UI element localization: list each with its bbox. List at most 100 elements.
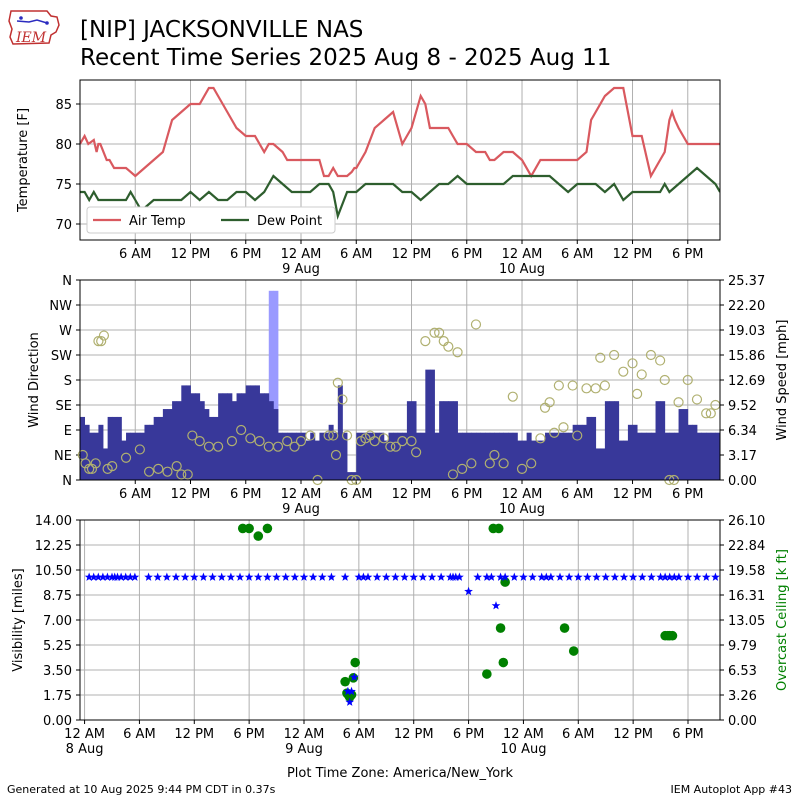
wind-speed-bar [609, 401, 615, 480]
wind-speed-bar [669, 432, 675, 480]
wind-direction-point [572, 430, 583, 441]
visibility-point [359, 572, 368, 581]
wind-x-tick-label: 12 PM [171, 487, 211, 502]
wind-direction-point [701, 408, 712, 419]
wind-dir-tick-label: N [62, 474, 72, 489]
wind-direction-point [636, 369, 647, 380]
gust-bar [268, 290, 274, 480]
wind-direction-point [627, 358, 638, 369]
wind-speed-bar [268, 401, 274, 480]
wind-speed-bar [715, 432, 720, 480]
wind-direction-point [369, 436, 380, 447]
visibility-point [162, 572, 172, 581]
wind-direction-point [599, 380, 610, 391]
wind-speed-bar [595, 448, 601, 480]
wind-speed-bar [277, 432, 283, 480]
wind-direction-point [516, 463, 528, 474]
wind-direction-point [323, 430, 334, 441]
wind-x-tick-label: 6 PM [230, 487, 261, 502]
ceiling-tick-label: 22.84 [728, 539, 765, 554]
wind-speed-axis-label: Wind Speed [mph] [775, 320, 790, 441]
visibility-point [464, 586, 473, 596]
visibility-point [555, 572, 565, 581]
wind-speed-bar [673, 432, 679, 480]
visibility-point [601, 572, 611, 581]
visibility-point [683, 572, 693, 581]
wind-direction-point [143, 466, 155, 477]
visibility-point [637, 572, 647, 581]
wind-dir-tick-label: SW [51, 349, 72, 364]
visibility-point [317, 572, 327, 581]
visibility-point [116, 572, 126, 581]
ceiling-tick-label: 6.53 [728, 664, 757, 679]
wind-dir-tick-label: E [64, 424, 72, 439]
wind-speed-tick-label: 22.20 [728, 299, 765, 314]
visibility-point [674, 572, 684, 581]
wind-speed-bar [531, 440, 537, 480]
wind-x-tick-label: 12 PM [392, 487, 432, 502]
wind-direction-point [226, 436, 238, 447]
wind-direction-point [385, 441, 396, 452]
temp-x-tick-label: 6 AM [340, 247, 373, 262]
visibility-point [144, 572, 153, 581]
wind-speed-bar [254, 385, 260, 480]
vis-y-tick-label: 0.00 [43, 714, 72, 729]
ceiling-point [340, 676, 350, 687]
ceiling-point [350, 657, 361, 668]
visibility-point [263, 572, 272, 581]
gust-bar [273, 290, 279, 480]
wind-direction-point [120, 452, 132, 463]
wind-direction-point [457, 463, 468, 474]
vis-x-tick-label: 9 Aug [285, 742, 323, 757]
x-axis-label: Plot Time Zone: America/New_York [287, 766, 514, 781]
wind-speed-bar [420, 432, 426, 480]
wind-speed-bar [370, 432, 376, 480]
visibility-point [281, 572, 291, 581]
wind-speed-bar [121, 440, 127, 480]
wind-speed-bar [627, 424, 633, 480]
wind-direction-point [618, 366, 629, 377]
wind-direction-point [84, 463, 95, 474]
wind-direction-point [93, 336, 104, 347]
wind-speed-tick-label: 0.00 [728, 474, 757, 489]
wind-direction-point [535, 433, 546, 444]
wind-speed-bar [540, 440, 546, 480]
wind-speed-bar [149, 424, 155, 480]
wind-speed-tick-label: 6.34 [728, 424, 757, 439]
visibility-point [244, 572, 254, 581]
wind-speed-bar [471, 432, 477, 480]
visibility-point [546, 572, 556, 581]
wind-speed-bar [402, 432, 408, 480]
ceiling-point [495, 623, 506, 633]
visibility-point [121, 572, 131, 581]
vis-y-tick-label: 1.75 [43, 689, 72, 704]
visibility-point [130, 572, 140, 581]
vis-x-tick-label: 12 AM [64, 727, 105, 742]
visibility-point [436, 572, 446, 581]
wind-speed-tick-label: 12.69 [728, 374, 765, 389]
wind-direction-point [332, 377, 343, 388]
ceiling-point [568, 646, 579, 656]
chart-subtitle: Recent Time Series 2025 Aug 8 - 2025 Aug… [80, 45, 612, 71]
visibility-point [84, 572, 94, 581]
vis-y-tick-label: 10.50 [35, 564, 72, 579]
vis-x-tick-label: 8 Aug [66, 742, 104, 757]
visibility-point [340, 572, 350, 581]
wind-direction-point [98, 330, 110, 341]
wind-dir-tick-label: W [59, 324, 72, 339]
wind-direction-point [691, 394, 703, 405]
visibility-point [349, 672, 359, 681]
vis-y-tick-label: 7.00 [43, 614, 72, 629]
wind-speed-bar [452, 401, 458, 480]
visibility-point [656, 572, 665, 581]
wind-speed-bar [199, 401, 205, 480]
wind-dir-tick-label: N [62, 274, 72, 289]
wind-direction-point [549, 427, 560, 438]
wind-direction-point [659, 374, 670, 386]
visibility-point [583, 572, 592, 581]
wind-speed-bar [443, 401, 449, 480]
wind-direction-point [489, 449, 500, 461]
wind-dir-tick-label: S [64, 374, 72, 389]
temp-x-tick-label: 6 PM [672, 247, 703, 262]
wind-x-tick-label: 9 Aug [282, 502, 320, 517]
